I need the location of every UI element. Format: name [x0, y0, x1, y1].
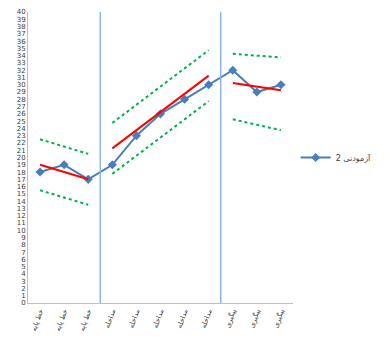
svg-text:مداخله: مداخله — [127, 308, 141, 330]
svg-text:20: 20 — [17, 154, 26, 162]
svg-text:خط پایه: خط پایه — [54, 308, 69, 332]
svg-text:30: 30 — [17, 81, 26, 89]
svg-text:39: 39 — [17, 16, 26, 24]
svg-text:27: 27 — [17, 103, 26, 111]
svg-text:19: 19 — [17, 161, 26, 169]
svg-text:18: 18 — [17, 169, 26, 177]
svg-text:15: 15 — [17, 190, 26, 198]
svg-text:7: 7 — [21, 249, 25, 257]
svg-text:8: 8 — [21, 241, 25, 249]
svg-text:26: 26 — [17, 110, 26, 118]
svg-text:25: 25 — [17, 118, 26, 126]
svg-text:مداخله: مداخله — [103, 308, 117, 330]
svg-text:28: 28 — [17, 96, 26, 104]
svg-text:35: 35 — [17, 45, 26, 53]
svg-text:مداخله: مداخله — [200, 308, 214, 330]
svg-text:0: 0 — [21, 299, 25, 307]
svg-text:خط پایه: خط پایه — [30, 308, 45, 332]
svg-text:مداخله: مداخله — [151, 308, 165, 330]
svg-text:1: 1 — [21, 292, 25, 300]
svg-text:36: 36 — [17, 38, 26, 46]
svg-text:33: 33 — [17, 59, 26, 67]
svg-text:23: 23 — [17, 132, 26, 140]
svg-text:5: 5 — [21, 263, 25, 271]
svg-text:37: 37 — [17, 30, 26, 38]
svg-text:13: 13 — [17, 205, 26, 213]
svg-text:38: 38 — [17, 23, 26, 31]
svg-text:34: 34 — [17, 52, 26, 60]
svg-text:9: 9 — [21, 234, 25, 242]
svg-text:2: 2 — [21, 285, 25, 293]
svg-text:11: 11 — [17, 219, 26, 227]
svg-text:14: 14 — [17, 198, 26, 206]
svg-text:3: 3 — [21, 278, 25, 286]
svg-text:16: 16 — [17, 183, 26, 191]
svg-text:12: 12 — [17, 212, 26, 220]
svg-text:پیگیری: پیگیری — [247, 308, 262, 329]
svg-text:32: 32 — [17, 67, 26, 75]
svg-text:40: 40 — [17, 8, 26, 16]
svg-text:6: 6 — [21, 256, 26, 264]
svg-text:خط پایه: خط پایه — [78, 308, 93, 332]
svg-text:پیگیری: پیگیری — [271, 308, 286, 329]
svg-text:24: 24 — [17, 125, 26, 133]
svg-text:10: 10 — [17, 227, 26, 235]
svg-text:17: 17 — [17, 176, 26, 184]
svg-text:مداخله: مداخله — [175, 308, 189, 330]
svg-text:4: 4 — [21, 270, 26, 278]
svg-text:21: 21 — [17, 147, 26, 155]
svg-text:آزمودنی 2: آزمودنی 2 — [336, 153, 371, 163]
svg-text:29: 29 — [17, 88, 26, 96]
svg-text:پیگیری: پیگیری — [223, 308, 238, 329]
svg-text:31: 31 — [17, 74, 26, 82]
svg-text:22: 22 — [17, 139, 26, 147]
